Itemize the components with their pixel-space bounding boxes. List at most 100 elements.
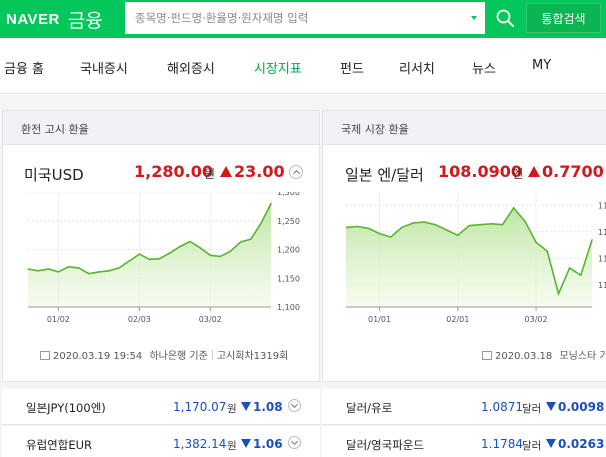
panel-heading-text: 환전 고시 환율: [21, 123, 89, 136]
search-button[interactable]: [487, 0, 523, 36]
data-point: [591, 239, 593, 241]
search-autocomplete-toggle-icon[interactable]: [471, 16, 477, 20]
down-arrow-icon: [546, 402, 556, 411]
row-unit: 달러: [522, 440, 542, 452]
data-point: [389, 236, 392, 238]
currency-name[interactable]: 일본 엔/달러: [345, 166, 424, 184]
row-change: 0.0098: [546, 400, 604, 414]
y-tick-label: 1,150: [277, 274, 300, 283]
data-point: [219, 255, 222, 258]
row-currency-name[interactable]: 유럽연합EUR: [26, 438, 92, 452]
currency-name[interactable]: 미국USD: [24, 166, 84, 184]
panel-heading: 국제 시장 환율: [323, 111, 606, 145]
data-point: [57, 271, 60, 273]
data-point: [270, 202, 272, 205]
naver-logo-text: NAVER: [6, 10, 60, 28]
up-arrow-icon: [220, 166, 232, 177]
row-change-value: 1.06: [253, 437, 283, 451]
data-point: [367, 227, 370, 230]
data-point: [535, 241, 537, 244]
data-point: [199, 247, 201, 249]
data-point: [229, 250, 232, 252]
data-point: [28, 268, 29, 270]
data-point: [580, 274, 582, 276]
data-point: [401, 226, 403, 229]
nav-research[interactable]: 리서치: [399, 62, 435, 77]
building-icon: [482, 351, 492, 360]
row-change-value: 1.08: [253, 400, 283, 414]
nav-news[interactable]: 뉴스: [472, 62, 496, 77]
meta-divider: [211, 350, 213, 360]
data-point: [37, 270, 39, 272]
search-input[interactable]: [135, 2, 455, 34]
currency-value: 1,280.00: [134, 162, 213, 181]
panel-heading-text: 국제 시장 환율: [341, 123, 409, 136]
row-expand-button[interactable]: [288, 436, 301, 449]
main-nav: 금융 홈 국내증시 해외증시 시장지표 펀드 리서치 뉴스 MY: [0, 38, 606, 94]
nav-market-indicators[interactable]: 시장지표: [254, 62, 302, 77]
finance-logo-text: 금융: [67, 9, 103, 32]
row-value: 1.1784: [481, 437, 523, 451]
row-currency-name[interactable]: 달러/영국파운드: [346, 438, 424, 452]
data-point: [346, 226, 347, 229]
down-arrow-icon: [241, 402, 251, 411]
integrated-search-button[interactable]: 통합검색: [526, 3, 601, 33]
currency-change-value: 0.7700: [542, 162, 604, 181]
row-currency-name[interactable]: 일본JPY(100엔): [26, 401, 106, 415]
x-tick-label: 01/02: [47, 315, 70, 324]
data-point: [512, 207, 515, 209]
y-tick-label: 1,300: [277, 192, 300, 197]
collapse-chart-button[interactable]: [289, 165, 303, 179]
row-expand-button[interactable]: [288, 399, 301, 412]
data-point: [138, 253, 141, 255]
y-tick-label: 1,200: [277, 246, 300, 255]
row-unit: 달러: [522, 403, 542, 415]
usd-chart: 01/02 02/03 03/02 1,300 1,250 1,200 1,150 1,100: [28, 192, 300, 324]
data-point: [209, 254, 212, 257]
data-point: [490, 223, 493, 225]
naver-finance-logo[interactable]: NAVER 금융: [6, 7, 103, 32]
data-point: [412, 222, 414, 224]
y-tick-label: 1,250: [277, 217, 300, 226]
data-point: [557, 292, 560, 295]
x-tick-label: 03/02: [199, 315, 222, 324]
x-tick-label: 02/01: [446, 315, 469, 324]
row-unit: 원: [227, 440, 237, 452]
nav-finance-home[interactable]: 금융 홈: [4, 62, 45, 77]
data-point: [479, 223, 481, 226]
nav-domestic-stocks[interactable]: 국내증시: [80, 62, 128, 77]
data-point: [239, 241, 242, 243]
row-unit: 원: [227, 403, 237, 415]
data-point: [546, 250, 549, 253]
list-item[interactable]: [2, 389, 320, 425]
list-item[interactable]: [322, 389, 606, 425]
y-tick-label: 11: [598, 228, 606, 237]
currency-unit: 원: [204, 167, 216, 181]
data-point: [434, 223, 437, 226]
data-point: [445, 229, 448, 231]
currency-change: 0.7700: [528, 162, 604, 181]
data-point: [457, 234, 459, 237]
currency-unit: 엔: [512, 167, 524, 181]
data-point: [423, 221, 426, 223]
data-point: [158, 257, 161, 260]
nav-my[interactable]: MY: [532, 58, 552, 73]
list-item[interactable]: [2, 426, 320, 457]
x-tick-label: 03/02: [525, 315, 548, 324]
data-point: [169, 252, 171, 254]
row-value: 1,170.07: [173, 400, 227, 414]
building-icon: [40, 351, 50, 360]
meta-datetime: 2020.03.19 19:54: [53, 351, 143, 362]
row-change: 1.08: [241, 400, 283, 414]
data-point: [468, 224, 470, 227]
list-item[interactable]: [322, 426, 606, 457]
nav-overseas-stocks[interactable]: 해외증시: [167, 62, 215, 77]
row-currency-name[interactable]: 달러/유로: [346, 401, 393, 415]
right-meta: 2020.03.18 모닝스타 기: [482, 347, 606, 362]
meta-source: 모닝스타 기: [559, 351, 606, 362]
nav-funds[interactable]: 펀드: [340, 62, 364, 77]
row-value: 1,382.14: [173, 437, 227, 451]
data-point: [524, 220, 526, 222]
y-tick-label: 11: [598, 254, 606, 263]
up-arrow-icon: [528, 166, 540, 177]
